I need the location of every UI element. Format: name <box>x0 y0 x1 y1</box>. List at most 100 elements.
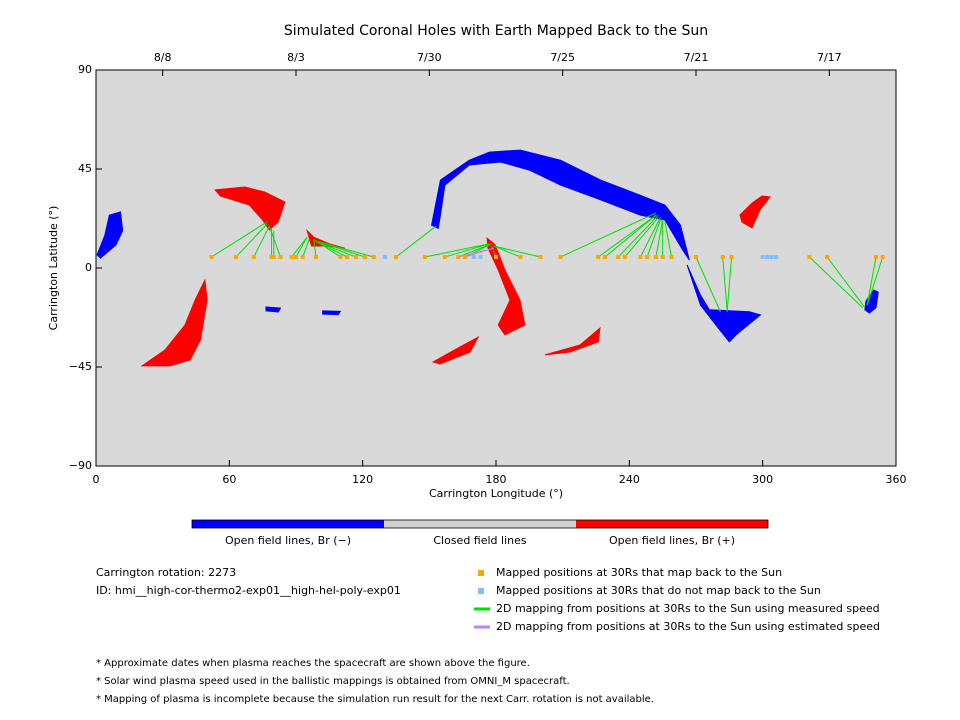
mapping-line <box>291 236 308 258</box>
x-tick-label: 180 <box>486 473 507 486</box>
coronal-hole <box>214 186 286 231</box>
coronal-hole <box>140 278 208 367</box>
mapped-point <box>209 255 214 259</box>
top-tick-label: 7/17 <box>817 51 842 64</box>
mapped-point <box>294 255 298 259</box>
mapped-point <box>660 255 665 259</box>
mapping-line <box>866 256 877 306</box>
footnote: * Approximate dates when plasma reaches … <box>96 658 530 669</box>
legend-marker <box>478 570 484 576</box>
y-tick-label: −45 <box>69 360 92 373</box>
colorbar-label: Open field lines, Br (−) <box>225 534 351 547</box>
run-info: Carrington rotation: 2273 <box>96 566 236 579</box>
mapped-point <box>558 255 563 259</box>
mapping-line <box>253 225 270 258</box>
coronal-hole <box>739 195 771 229</box>
mapped-point <box>774 255 778 259</box>
colorbar-segment <box>384 520 576 528</box>
mapping-line <box>464 247 494 258</box>
mapping-line <box>295 236 308 258</box>
mapped-point <box>654 255 658 259</box>
mapped-point <box>760 255 765 259</box>
footnote: * Mapping of plasma is incomplete becaus… <box>96 694 654 705</box>
mapped-point <box>394 255 398 259</box>
coronal-hole <box>864 289 879 314</box>
mapping-line <box>826 256 866 308</box>
y-tick-label: −90 <box>69 459 92 472</box>
mapping-line <box>726 256 733 313</box>
mapping-line <box>808 256 864 308</box>
mapped-point <box>251 255 256 259</box>
coronal-hole <box>686 264 762 343</box>
mapped-point <box>874 255 878 259</box>
mapping-line <box>655 219 664 258</box>
mapping-line <box>604 214 657 258</box>
x-tick-label: 120 <box>352 473 373 486</box>
mapping-line <box>617 214 659 258</box>
mapping-line <box>235 223 268 258</box>
mapping-line <box>318 241 374 258</box>
mapped-point <box>765 255 770 259</box>
x-tick-label: 300 <box>752 473 773 486</box>
mapped-point <box>518 255 523 259</box>
y-tick-label: 45 <box>78 162 92 175</box>
mapped-point <box>880 255 885 259</box>
mapped-point <box>456 255 461 259</box>
mapping-line <box>302 239 310 258</box>
legend-label: Mapped positions at 30Rs that do not map… <box>496 584 821 597</box>
mapping-line <box>664 221 673 258</box>
mapping-line <box>424 243 490 258</box>
coronal-hole <box>306 228 346 249</box>
x-axis-label: Carrington Longitude (°) <box>429 487 563 500</box>
mapped-point <box>314 255 318 259</box>
colorbar-label: Closed field lines <box>433 534 527 547</box>
mapped-point <box>289 255 294 259</box>
legend-label: 2D mapping from positions at 30Rs to the… <box>496 602 880 615</box>
x-tick-label: 360 <box>886 473 907 486</box>
mapped-point <box>694 255 698 259</box>
mapping-line <box>395 225 437 258</box>
plot-background <box>96 70 896 466</box>
mapped-point <box>462 255 467 259</box>
mapped-point <box>825 255 830 259</box>
mapped-point <box>442 255 447 259</box>
coronal-hole <box>486 236 526 336</box>
mapped-point <box>345 255 350 259</box>
mapping-line <box>639 217 661 258</box>
mapping-line <box>560 212 657 258</box>
top-tick-label: 7/21 <box>684 51 709 64</box>
mapped-point <box>807 255 812 259</box>
mapped-point <box>471 255 476 259</box>
mapping-line <box>493 245 541 258</box>
run-info: ID: hmi__high-cor-thermo2-exp01__high-he… <box>96 584 401 597</box>
mapped-point <box>669 255 674 259</box>
legend-label: 2D mapping from positions at 30Rs to the… <box>496 620 880 633</box>
mapped-point <box>422 255 427 259</box>
x-tick-label: 240 <box>619 473 640 486</box>
mapped-point <box>478 255 483 259</box>
mapped-point <box>622 255 627 259</box>
mapped-point <box>362 255 367 259</box>
legend-marker <box>478 588 484 594</box>
mapped-point <box>602 255 607 259</box>
mapped-point <box>234 255 238 259</box>
mapped-point <box>338 255 343 259</box>
mapped-point <box>538 255 543 259</box>
mapping-line <box>597 214 657 258</box>
mapped-point <box>300 255 305 259</box>
mapped-point <box>494 255 498 259</box>
y-axis-label: Carrington Latitude (°) <box>47 206 60 331</box>
colorbar-segment <box>576 520 768 528</box>
mapping-line <box>624 217 659 258</box>
chart-title: Simulated Coronal Holes with Earth Mappe… <box>284 23 708 39</box>
mapping-line <box>464 243 492 258</box>
mapping-line <box>493 245 521 258</box>
mapped-point <box>596 255 601 259</box>
mapping-line <box>722 256 728 310</box>
mapped-point <box>278 255 283 259</box>
mapping-line <box>211 221 268 258</box>
mapped-point <box>729 255 734 259</box>
mapped-point <box>354 255 358 259</box>
mapping-line <box>695 256 721 313</box>
